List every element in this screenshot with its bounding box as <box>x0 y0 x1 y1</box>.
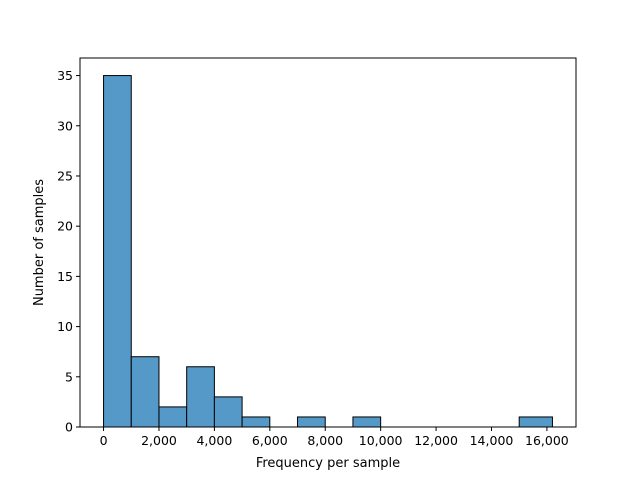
histogram-bar <box>130 356 160 428</box>
axes-frame <box>79 57 577 428</box>
x-tick-label: 16,000 <box>525 433 569 448</box>
y-tick-label: 15 <box>57 269 73 284</box>
bars-group <box>103 75 553 428</box>
y-axis-ticks: 0 5 10 15 20 25 30 35 <box>57 68 80 435</box>
x-tick-label: 4,000 <box>196 433 232 448</box>
x-tick-label: 14,000 <box>470 433 514 448</box>
y-tick-label: 35 <box>57 68 73 83</box>
y-tick-label: 0 <box>65 420 73 435</box>
histogram-bar <box>103 75 132 428</box>
x-tick-label: 0 <box>100 433 108 448</box>
x-tick-label: 2,000 <box>141 433 177 448</box>
histogram-bar <box>297 416 326 428</box>
x-tick-label: 8,000 <box>307 433 343 448</box>
y-tick-label: 25 <box>57 168 73 183</box>
x-axis-ticks: 0 2,000 4,000 6,000 8,000 10,000 12,000 14,000 1… <box>100 427 569 448</box>
y-tick-label: 30 <box>57 118 73 133</box>
histogram-bar <box>352 416 382 428</box>
y-tick-label: 20 <box>57 219 73 234</box>
histogram-bar <box>518 416 553 428</box>
y-tick-label: 10 <box>57 319 73 334</box>
x-tick-label: 6,000 <box>252 433 288 448</box>
x-tick-label: 12,000 <box>414 433 458 448</box>
y-tick-label: 5 <box>65 369 73 384</box>
histogram-bar <box>158 406 188 428</box>
histogram-bar <box>186 366 215 428</box>
histogram-bar <box>213 396 243 428</box>
x-axis-label: Frequency per sample <box>256 456 400 471</box>
x-tick-label: 10,000 <box>359 433 403 448</box>
histogram-bar <box>241 416 271 428</box>
y-axis-label: Number of samples <box>32 179 47 306</box>
